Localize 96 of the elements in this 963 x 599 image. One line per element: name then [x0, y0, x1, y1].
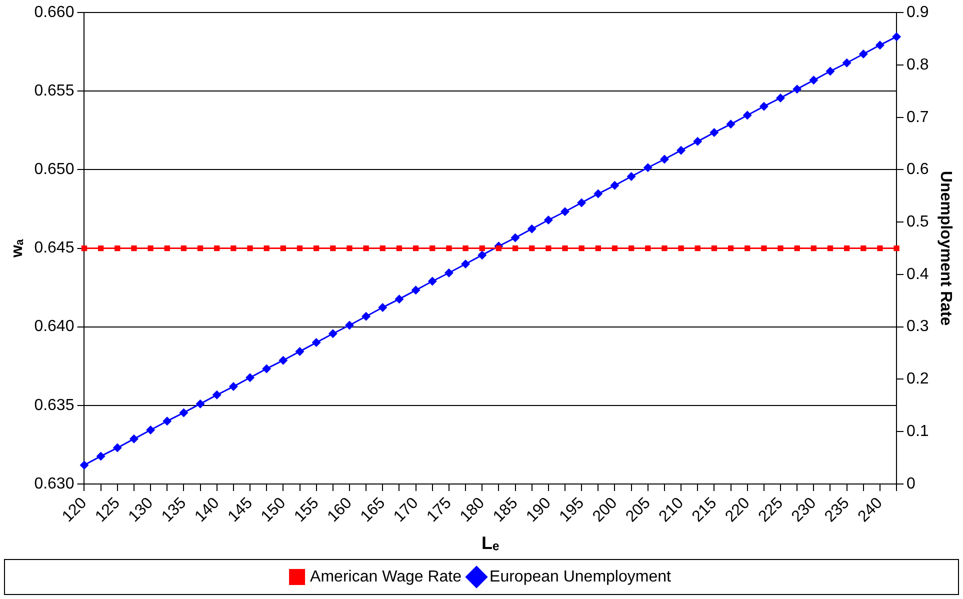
y-tick-label: 0.655	[34, 82, 74, 100]
point	[875, 40, 884, 50]
point	[544, 215, 553, 224]
x-tick-label: 125	[92, 494, 124, 526]
y2-tick-label: 0.9	[906, 4, 929, 22]
point	[594, 189, 603, 198]
x-tick-label: 240	[855, 494, 886, 526]
point	[809, 76, 818, 85]
point	[129, 434, 138, 444]
point	[560, 207, 570, 216]
point	[112, 443, 122, 452]
point	[792, 84, 802, 94]
point	[246, 373, 255, 382]
point	[710, 128, 719, 138]
x-tick-label: 235	[822, 494, 853, 526]
point	[295, 346, 304, 356]
point	[179, 408, 188, 418]
x-axis-title: Lₑ	[482, 533, 500, 554]
point	[228, 382, 238, 392]
y-tick-label: 0.660	[34, 4, 74, 22]
point	[196, 399, 205, 408]
x-tick-label: 175	[424, 494, 455, 526]
y2-tick-label: 0	[906, 475, 916, 492]
point	[643, 163, 652, 172]
point	[146, 426, 156, 435]
x-tick-label: 210	[656, 494, 688, 526]
point	[262, 364, 272, 374]
x-tick-label: 215	[689, 494, 720, 526]
y2-tick-label: 0.2	[906, 370, 929, 388]
point	[610, 180, 620, 190]
point	[328, 329, 338, 338]
x-tick-label: 145	[225, 494, 256, 526]
point	[676, 146, 686, 155]
x-tick-label: 220	[722, 494, 754, 526]
x-tick-label: 200	[590, 494, 621, 526]
y2-tick-label: 0.1	[906, 422, 929, 440]
x-tick-label: 165	[358, 494, 389, 526]
point	[510, 233, 520, 242]
point	[759, 102, 768, 111]
y2-tick-label: 0.7	[906, 108, 929, 126]
x-tick-label: 140	[192, 494, 223, 526]
point	[478, 250, 487, 260]
y2-tick-label: 0.6	[906, 161, 929, 178]
point	[411, 286, 420, 295]
point	[461, 259, 470, 268]
point	[362, 312, 371, 321]
point	[428, 276, 437, 286]
x-tick-label: 190	[523, 494, 554, 526]
y-tick-label: 0.635	[34, 396, 74, 414]
x-tick-label: 185	[490, 494, 522, 526]
point	[693, 136, 702, 146]
point	[577, 198, 586, 208]
y2-tick-label: 0.3	[906, 318, 929, 336]
point	[344, 320, 354, 330]
y2-tick-label: 0.8	[906, 56, 929, 74]
point	[660, 154, 669, 164]
x-tick-label: 120	[59, 494, 90, 526]
x-tick-label: 170	[390, 494, 422, 526]
point	[842, 58, 852, 68]
point	[96, 452, 106, 461]
y-tick-label: 0.650	[34, 161, 74, 178]
point	[626, 172, 636, 182]
y2-tick-label: 0.4	[906, 266, 929, 283]
x-tick-label: 130	[126, 494, 157, 526]
x-tick-label: 230	[788, 494, 820, 526]
y2-axis-title: Unemployment Rate	[936, 170, 954, 326]
x-tick-label: 225	[756, 494, 787, 526]
point	[394, 294, 404, 304]
y-tick-label: 0.630	[34, 475, 74, 492]
x-tick-label: 155	[291, 494, 322, 526]
y-axis-title: wₐ	[9, 239, 26, 259]
point	[892, 32, 902, 42]
point	[444, 268, 454, 278]
point	[312, 338, 321, 348]
x-tick-label: 195	[556, 494, 588, 526]
point	[726, 120, 736, 129]
point	[212, 390, 222, 400]
point	[826, 66, 835, 76]
point	[162, 416, 172, 426]
point	[742, 110, 752, 120]
x-tick-label: 180	[457, 494, 488, 526]
y2-tick-label: 0.5	[906, 213, 929, 230]
y-tick-label: 0.645	[34, 240, 74, 257]
point	[80, 460, 89, 470]
x-tick-label: 135	[158, 494, 190, 526]
legend-label: European Unemployment	[490, 568, 672, 586]
point	[378, 302, 388, 312]
x-tick-label: 150	[258, 494, 290, 526]
point	[776, 93, 786, 102]
x-tick-label: 160	[324, 494, 356, 526]
x-tick-label: 205	[622, 494, 654, 526]
y-tick-label: 0.640	[34, 318, 74, 336]
point	[527, 224, 536, 234]
legend-label: American Wage Rate	[310, 568, 462, 586]
point	[278, 356, 288, 365]
point	[858, 49, 868, 58]
